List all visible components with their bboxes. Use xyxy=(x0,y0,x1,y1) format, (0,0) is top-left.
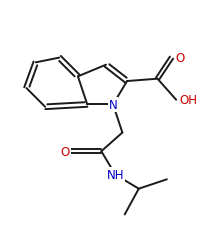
Text: O: O xyxy=(175,52,184,65)
Text: O: O xyxy=(60,145,70,158)
Text: NH: NH xyxy=(107,169,124,181)
Text: N: N xyxy=(109,99,117,111)
Text: OH: OH xyxy=(180,94,198,107)
